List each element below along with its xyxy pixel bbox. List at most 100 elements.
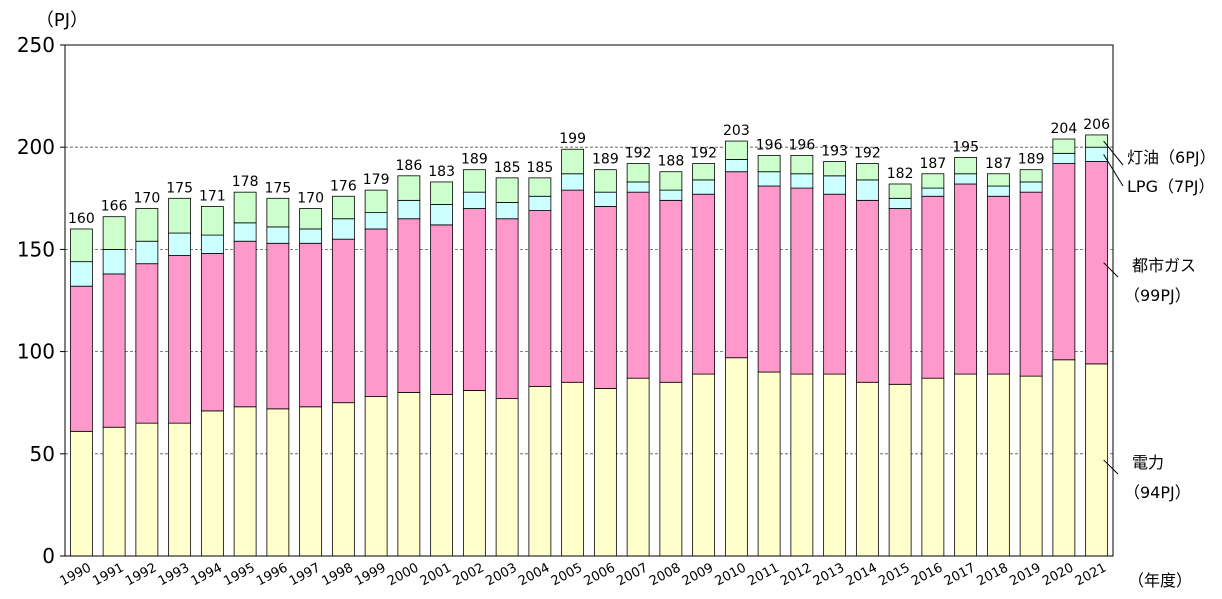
total-label: 179 — [363, 172, 390, 188]
bar-segment — [1052, 152, 1076, 164]
total-label: 199 — [559, 131, 586, 147]
legend-name: 電力 — [1132, 453, 1164, 472]
legend-note: （7PJ） — [1158, 177, 1215, 196]
bar-segment — [495, 218, 519, 400]
y-tick-label: 200 — [17, 135, 55, 159]
total-label: 203 — [723, 123, 750, 139]
bar-segment — [823, 161, 847, 177]
x-tick-label: 1990 — [58, 561, 94, 590]
bar-segment — [200, 410, 224, 557]
y-tick-label: 150 — [17, 237, 55, 261]
total-label: 196 — [756, 137, 783, 153]
total-label: 187 — [920, 156, 947, 172]
bar-segment — [364, 189, 388, 214]
total-label: 189 — [461, 152, 488, 168]
bar-segment — [921, 173, 945, 189]
bar-segment — [724, 357, 748, 557]
bar-segment — [233, 222, 257, 242]
bar-segment — [986, 195, 1010, 375]
x-tick-label: 2010 — [713, 561, 749, 590]
y-tick-label: 50 — [30, 442, 55, 466]
x-tick-label: 2002 — [451, 561, 487, 590]
x-tick-label: 2005 — [549, 561, 585, 590]
x-tick-label: 1998 — [320, 561, 356, 590]
legend-note: （6PJ） — [1159, 148, 1216, 167]
x-tick-label: 2003 — [483, 561, 519, 590]
bar-segment — [790, 187, 814, 375]
bar-segment — [1019, 375, 1043, 557]
bar-segment — [266, 197, 290, 228]
bar-segment — [1052, 163, 1076, 361]
total-label: 206 — [1083, 117, 1110, 133]
total-label: 192 — [854, 146, 881, 162]
y-tick-label: 100 — [17, 340, 55, 364]
x-tick-label: 1997 — [287, 561, 323, 590]
bar-segment — [266, 226, 290, 244]
bar-segment — [888, 383, 912, 557]
legend-note: （94PJ） — [1124, 483, 1191, 502]
legend-name: 都市ガス — [1132, 256, 1196, 275]
total-label: 175 — [166, 180, 193, 196]
bar-segment — [233, 240, 257, 408]
bar-segment — [397, 218, 421, 393]
bar-segment — [430, 224, 454, 395]
x-axis-label: （年度） — [1128, 571, 1192, 590]
total-label: 185 — [527, 160, 554, 176]
x-tick-label: 2018 — [975, 561, 1011, 590]
bar-segment — [954, 373, 978, 557]
bar-segment — [168, 232, 192, 256]
bar-segment — [626, 377, 650, 557]
bar-segment — [168, 422, 192, 557]
x-tick-label: 1991 — [90, 561, 126, 590]
bar-segment — [888, 183, 912, 199]
leader-line — [1103, 154, 1124, 187]
bar-segment — [1019, 191, 1043, 377]
bar-segment — [855, 179, 879, 201]
total-label: 185 — [494, 160, 521, 176]
bar-segment — [626, 191, 650, 379]
total-label: 160 — [68, 211, 95, 227]
bar-segment — [1019, 181, 1043, 193]
x-tick-label: 2007 — [614, 561, 650, 590]
bar-segment — [593, 169, 617, 193]
bar-segment — [986, 373, 1010, 557]
total-label: 188 — [658, 154, 685, 170]
bar-segment — [200, 206, 224, 236]
total-label: 186 — [396, 158, 423, 174]
plot-frame — [64, 44, 1114, 557]
total-label: 171 — [199, 188, 226, 204]
legend-name: LPG — [1127, 177, 1158, 196]
bar-segment — [659, 171, 683, 191]
bar-segment — [462, 169, 486, 193]
y-tick-label: 0 — [42, 544, 55, 568]
bar-segment — [364, 228, 388, 397]
bar-segment — [69, 228, 93, 263]
y-tick-label: 250 — [17, 33, 55, 57]
x-tick-label: 2014 — [844, 561, 880, 590]
bar-segment — [823, 175, 847, 195]
bar-segment — [626, 163, 650, 183]
y-axis-label: （PJ） — [36, 10, 88, 31]
bar-segment — [299, 228, 323, 244]
legend-label: LPG（7PJ） — [1127, 177, 1215, 196]
bar-segment — [200, 234, 224, 254]
bar-segment — [593, 191, 617, 207]
x-tick-label: 2017 — [942, 561, 978, 590]
bar-segment — [855, 199, 879, 383]
bar-segment — [921, 187, 945, 197]
bar-segment — [1085, 134, 1109, 148]
bar-segment — [921, 195, 945, 379]
bar-segment — [626, 181, 650, 193]
leader-line — [1103, 140, 1124, 166]
bar-segment — [430, 204, 454, 226]
bar-segment — [331, 402, 355, 557]
bar-segment — [135, 240, 159, 265]
bar-segment — [692, 163, 716, 181]
bar-segment — [593, 387, 617, 557]
bar-segment — [1019, 169, 1043, 183]
bar-segment — [823, 373, 847, 557]
x-tick-label: 2011 — [745, 561, 781, 590]
total-label: 189 — [592, 152, 619, 168]
bar-segment — [888, 197, 912, 209]
